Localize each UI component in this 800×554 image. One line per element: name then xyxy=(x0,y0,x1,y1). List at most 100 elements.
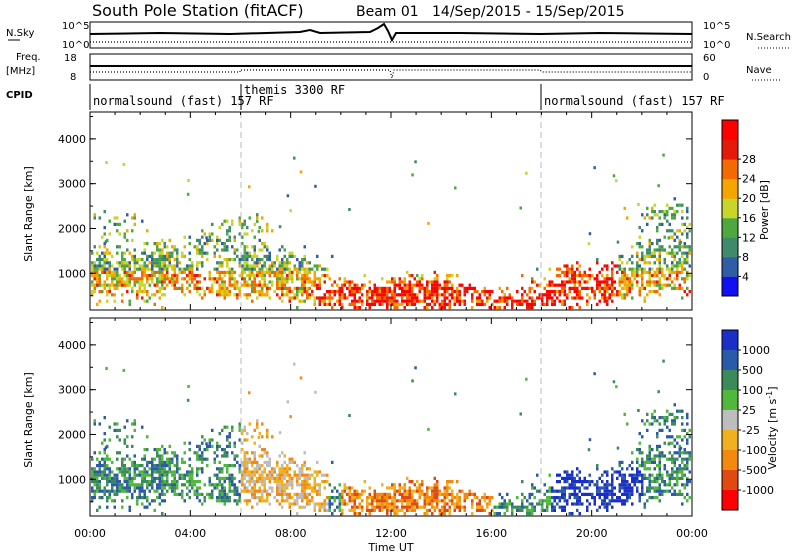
data-cell xyxy=(268,286,271,290)
data-cell xyxy=(621,254,624,258)
data-cell xyxy=(248,422,251,426)
data-cell xyxy=(188,235,191,239)
data-cell xyxy=(266,454,269,458)
data-cell xyxy=(138,473,141,477)
data-cell xyxy=(116,483,119,487)
data-cell xyxy=(263,280,266,284)
data-cell xyxy=(643,296,646,300)
data-cell xyxy=(128,473,131,477)
data-cell xyxy=(281,489,284,493)
data-cell xyxy=(433,293,436,297)
data-cell xyxy=(388,286,391,290)
data-cell xyxy=(578,293,581,297)
data-cell xyxy=(321,267,324,271)
data-cell xyxy=(406,502,409,506)
data-cell xyxy=(241,483,244,487)
data-cell xyxy=(378,302,381,306)
data-cell xyxy=(671,467,674,471)
data-cell xyxy=(563,489,566,493)
data-cell xyxy=(313,264,316,268)
data-cell xyxy=(401,486,404,490)
data-cell xyxy=(483,286,486,290)
data-cell xyxy=(136,261,139,265)
data-cell xyxy=(93,476,96,480)
data-cell xyxy=(188,283,191,287)
data-cell xyxy=(636,476,639,480)
data-cell xyxy=(173,470,176,474)
data-cell xyxy=(433,483,436,487)
data-cell xyxy=(493,299,496,303)
data-cell xyxy=(263,486,266,490)
data-cell xyxy=(173,489,176,493)
data-cell xyxy=(163,467,166,471)
data-cell xyxy=(656,226,659,230)
data-cell xyxy=(158,286,161,290)
data-cell xyxy=(203,448,206,452)
data-cell xyxy=(156,486,159,490)
data-cell xyxy=(243,267,246,271)
data-cell xyxy=(473,496,476,500)
data-cell xyxy=(426,502,429,506)
data-cell xyxy=(276,286,279,290)
data-cell xyxy=(121,280,124,284)
data-cell xyxy=(591,496,594,500)
data-cell xyxy=(651,496,654,500)
data-cell xyxy=(436,290,439,294)
data-cell xyxy=(283,499,286,503)
data-cell xyxy=(678,264,681,268)
data-cell xyxy=(123,470,126,474)
data-cell xyxy=(98,264,101,268)
data-cell xyxy=(133,280,136,284)
data-cell xyxy=(261,422,264,426)
data-cell xyxy=(306,280,309,284)
data-cell xyxy=(501,290,504,294)
data-cell xyxy=(143,476,146,480)
data-cell xyxy=(443,280,446,284)
data-cell xyxy=(103,251,106,255)
data-cell xyxy=(226,238,229,242)
data-cell xyxy=(321,296,324,300)
data-cell xyxy=(628,280,631,284)
data-cell xyxy=(608,502,611,506)
data-cell xyxy=(591,286,594,290)
data-cell xyxy=(551,486,554,490)
data-cell xyxy=(261,248,264,252)
data-cell xyxy=(618,293,621,297)
data-cell xyxy=(323,296,326,300)
data-cell xyxy=(298,476,301,480)
data-cell xyxy=(133,283,136,287)
data-cell xyxy=(201,451,204,455)
data-cell xyxy=(568,290,571,294)
data-cell xyxy=(228,293,231,297)
data-cell xyxy=(101,258,104,262)
data-cell xyxy=(223,451,226,455)
data-cell xyxy=(401,296,404,300)
data-cell xyxy=(638,242,641,246)
data-cell xyxy=(248,277,251,281)
data-cell xyxy=(528,306,531,310)
data-cell xyxy=(286,473,289,477)
data-cell xyxy=(253,489,256,493)
data-cell xyxy=(121,254,124,258)
data-cell xyxy=(96,258,99,262)
data-cell xyxy=(621,492,624,496)
data-cell xyxy=(263,460,266,464)
data-cell xyxy=(483,508,486,512)
data-cell xyxy=(658,499,661,503)
data-cell xyxy=(501,299,504,303)
data-cell xyxy=(138,496,141,500)
data-cell xyxy=(253,473,256,477)
data-cell xyxy=(551,505,554,509)
data-cell xyxy=(668,267,671,271)
data-cell xyxy=(116,267,119,271)
data-cell xyxy=(188,480,191,484)
data-cell xyxy=(376,492,379,496)
data-cell xyxy=(656,280,659,284)
data-cell xyxy=(253,451,256,455)
data-cell xyxy=(263,277,266,281)
data-cell xyxy=(276,489,279,493)
data-cell xyxy=(103,476,106,480)
data-cell xyxy=(348,508,351,512)
data-cell xyxy=(601,492,604,496)
